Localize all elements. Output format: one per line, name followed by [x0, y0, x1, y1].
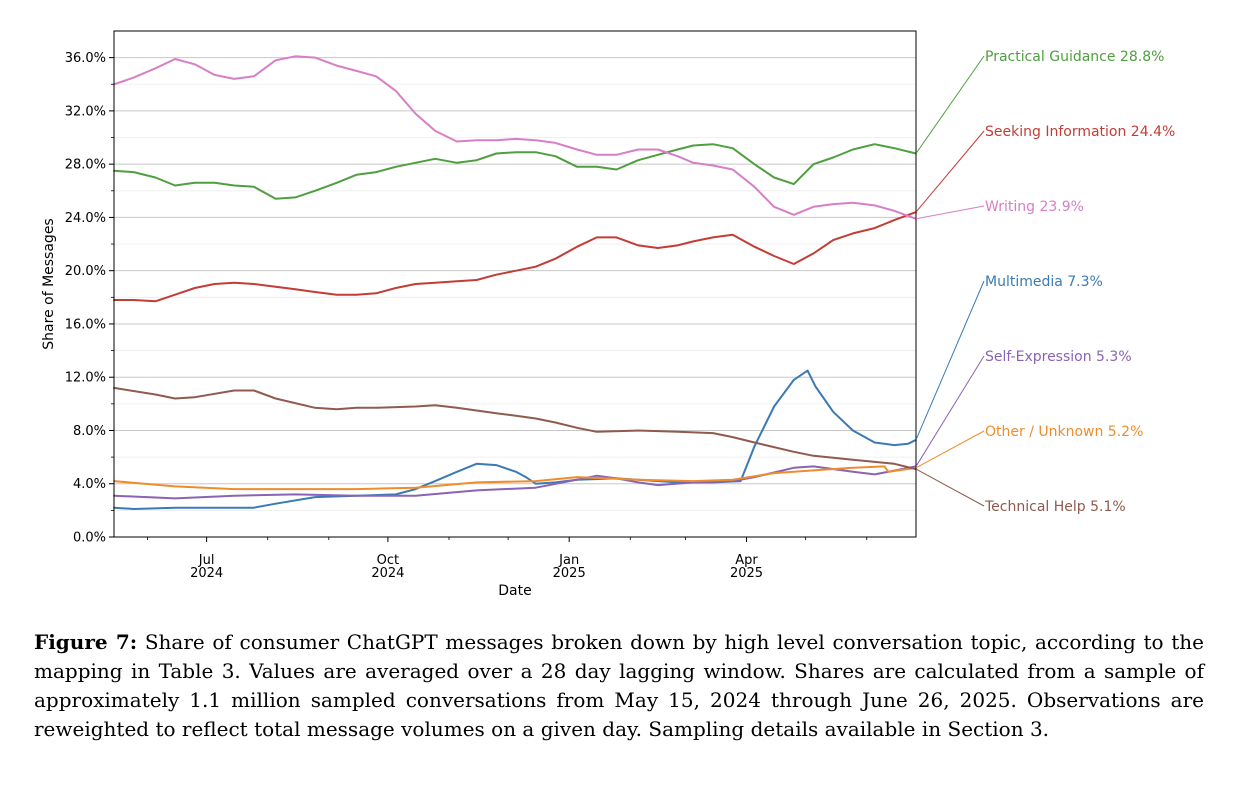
y-tick-label: 24.0% — [65, 211, 106, 226]
y-tick-label: 20.0% — [65, 264, 106, 279]
x-tick-label-year: 2025 — [553, 566, 586, 581]
x-tick-label-month: Jul — [198, 553, 215, 568]
caption-label: Figure 7: — [34, 630, 138, 654]
leader-line-3 — [915, 280, 985, 440]
y-tick-label: 32.0% — [65, 104, 106, 119]
x-tick-label-year: 2024 — [371, 566, 404, 581]
figure-caption: Figure 7: Share of consumer ChatGPT mess… — [34, 628, 1204, 744]
y-tick-label: 4.0% — [73, 477, 106, 492]
x-tick-label-year: 2024 — [190, 566, 223, 581]
y-tick-label: 16.0% — [65, 317, 106, 332]
y-tick-label: 0.0% — [73, 531, 106, 546]
x-axis-title: Date — [498, 583, 531, 599]
x-tick-label-month: Jan — [558, 553, 579, 568]
series-label-1: Seeking Information 24.4% — [985, 124, 1175, 140]
y-tick-label: 36.0% — [65, 51, 106, 66]
leader-line-2 — [915, 205, 985, 220]
leader-line-1 — [915, 130, 985, 213]
series-label-5: Other / Unknown 5.2% — [985, 424, 1143, 440]
series-line-6 — [113, 386, 917, 471]
series-label-4: Self-Expression 5.3% — [985, 349, 1132, 365]
x-tick-label-month: Apr — [735, 553, 758, 568]
series-line-2 — [113, 55, 917, 220]
x-tick-label-month: Oct — [377, 553, 399, 568]
x-tick-label-year: 2025 — [730, 566, 763, 581]
plot-frame — [113, 30, 917, 538]
caption-text: Share of consumer ChatGPT messages broke… — [34, 630, 1204, 741]
series-line-0 — [113, 143, 917, 200]
series-label-3: Multimedia 7.3% — [985, 274, 1103, 290]
y-tick-label: 8.0% — [73, 424, 106, 439]
end-labels: Practical Guidance 28.8% Seeking Informat… — [915, 49, 1175, 515]
series-line-5 — [113, 465, 917, 491]
leader-line-5 — [915, 430, 985, 469]
series-line-3 — [113, 369, 917, 510]
y-axis: 0.0% 4.0% 8.0% 12.0% 16.0% 20.0% 24.0% 28.0% 32.… — [65, 51, 114, 546]
leader-line-0 — [915, 55, 985, 154]
leader-line-6 — [915, 468, 985, 507]
y-tick-label: 28.0% — [65, 158, 106, 173]
series-lines — [113, 55, 917, 510]
series-label-6: Technical Help 5.1% — [984, 499, 1126, 515]
series-label-0: Practical Guidance 28.8% — [985, 49, 1164, 65]
y-axis-title: Share of Messages — [41, 218, 57, 349]
y-tick-label: 12.0% — [65, 371, 106, 386]
gridlines — [114, 57, 916, 538]
leader-line-4 — [915, 355, 985, 467]
series-label-2: Writing 23.9% — [985, 199, 1084, 215]
chart: 0.0% 4.0% 8.0% 12.0% 16.0% 20.0% 24.0% 28.0% 32.… — [41, 30, 1175, 599]
series-line-1 — [113, 211, 917, 303]
line-chart-svg: 0.0% 4.0% 8.0% 12.0% 16.0% 20.0% 24.0% 28.0% 32.… — [41, 30, 1175, 599]
